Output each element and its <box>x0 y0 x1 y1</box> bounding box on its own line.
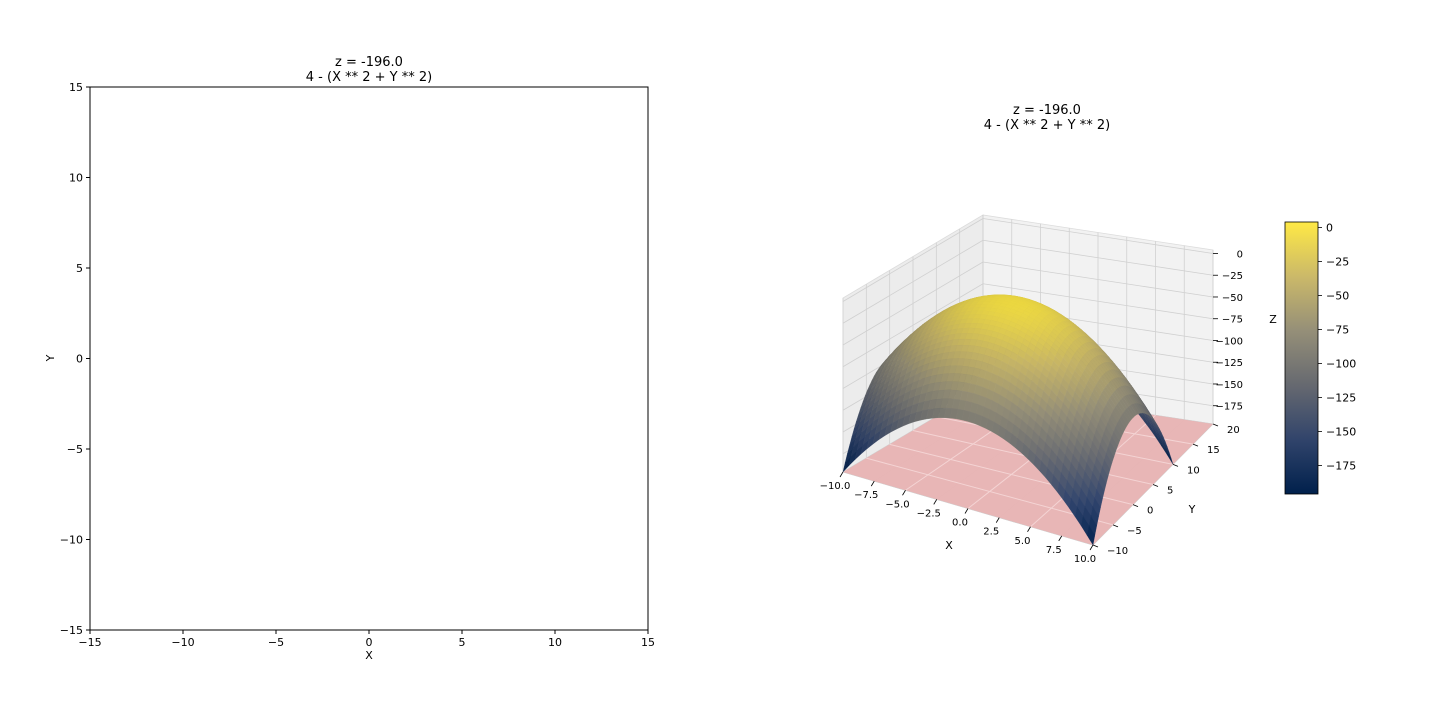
x-tick-label: −5 <box>268 636 284 649</box>
x3d-tick-label: −5.0 <box>885 499 909 510</box>
surface-axes: z = -196.0 4 - (X ** 2 + Y ** 2) −10.0−7… <box>820 103 1278 565</box>
x3d-tick-mark <box>1058 535 1063 542</box>
z3d-tick-label: 0 <box>1237 249 1243 260</box>
right-z-label: Z <box>1269 313 1277 326</box>
y-tick-label: 15 <box>69 81 83 94</box>
colorbar-tick-label: −50 <box>1326 289 1349 302</box>
left-grid-z <box>842 261 984 346</box>
colorbar: 0 −25 −50 −75 −100 −125 −150 −175 <box>1284 221 1356 495</box>
right-subtitle: 4 - (X ** 2 + Y ** 2) <box>984 118 1110 133</box>
x3d-tick-label: −2.5 <box>917 508 941 519</box>
x3d-tick-mark <box>933 499 938 505</box>
x-tick-label: 5 <box>459 636 466 649</box>
z3d-tick-label: −175 <box>1216 402 1243 413</box>
z3d-tick-label: −50 <box>1222 293 1243 304</box>
x3d-tick-label: 0.0 <box>952 518 968 529</box>
colorbar-ticks: 0 −25 −50 −75 −100 −125 −150 −175 <box>1318 221 1356 472</box>
left-grid-z <box>842 239 984 324</box>
x3d-tick-label: 2.5 <box>983 527 999 538</box>
y-tick-label: 5 <box>76 262 83 275</box>
z3d-tick-label: −125 <box>1216 358 1243 369</box>
x-tick-label: 0 <box>366 636 373 649</box>
y3d-tick-label: 5 <box>1167 486 1173 497</box>
left-subtitle: 4 - (X ** 2 + Y ** 2) <box>306 70 432 85</box>
y3d-tick-label: −10 <box>1107 546 1128 557</box>
contour-axes: z = -196.0 4 - (X ** 2 + Y ** 2) −15 −10−… <box>44 55 655 662</box>
z3d-tick-label: −25 <box>1222 271 1243 282</box>
back-grid-z <box>982 239 1214 276</box>
back-grid-z <box>982 218 1214 254</box>
y3d-tick-mark <box>1212 423 1219 427</box>
back-grid-z <box>982 283 1214 320</box>
left-x-ticks: −15 −10 −5 0 5 10 15 <box>78 630 655 649</box>
x-tick-label: 15 <box>641 636 655 649</box>
y3d-tick-mark <box>1092 544 1099 548</box>
left-grid-z <box>842 283 984 368</box>
surface <box>842 294 1174 546</box>
colorbar-tick-label: −75 <box>1326 323 1349 336</box>
x3d-tick-label: 10.0 <box>1074 554 1096 565</box>
x3d-tick-mark <box>902 490 906 496</box>
colorbar-bar <box>1284 221 1319 495</box>
left-y-ticks: −15 −10 −5 0 5 10 15 <box>60 81 90 637</box>
right-y-label: Y <box>1188 503 1196 516</box>
colorbar-tick-label: −125 <box>1326 391 1356 404</box>
y-tick-label: −5 <box>67 443 83 456</box>
y3d-tick-label: 15 <box>1207 445 1220 456</box>
surface-patch <box>1086 524 1096 546</box>
left-x-label: X <box>365 649 373 662</box>
colorbar-tick-label: −100 <box>1326 357 1356 370</box>
z3d-tick-label: −100 <box>1216 336 1243 347</box>
left-y-label: Y <box>44 354 57 362</box>
x3d-tick-mark <box>839 471 844 478</box>
x3d-tick-label: 5.0 <box>1015 536 1031 547</box>
x-tick-label: −15 <box>78 636 101 649</box>
x3d-tick-mark <box>870 480 875 487</box>
x3d-tick-mark <box>1027 526 1031 532</box>
x3d-tick-label: −7.5 <box>854 490 878 501</box>
x3d-tick-label: −10.0 <box>820 481 851 492</box>
z3d-tick-label: −150 <box>1216 380 1243 391</box>
x-tick-label: 10 <box>548 636 562 649</box>
left-grid-z <box>842 218 984 302</box>
back-grid-z <box>982 261 1214 298</box>
colorbar-tick-label: −150 <box>1326 425 1356 438</box>
x3d-tick-mark <box>1089 544 1094 551</box>
x-tick-label: −10 <box>171 636 194 649</box>
y-tick-label: −10 <box>60 534 83 547</box>
y3d-tick-label: 20 <box>1227 425 1240 436</box>
colorbar-tick-label: −25 <box>1326 255 1349 268</box>
y3d-tick-mark <box>1152 484 1159 487</box>
right-x-label: X <box>945 539 953 552</box>
left-plot-area <box>89 86 649 631</box>
y3d-tick-mark <box>1112 524 1119 528</box>
y3d-tick-mark <box>1172 463 1179 467</box>
y3d-tick-label: 0 <box>1147 506 1153 517</box>
x3d-tick-mark <box>964 508 969 514</box>
z-plane-grid <box>866 457 1114 526</box>
y-tick-label: 10 <box>69 172 83 185</box>
y3d-tick-mark <box>1132 504 1139 508</box>
y3d-tick-label: 10 <box>1187 465 1200 476</box>
z3d-tick-label: −75 <box>1222 315 1243 326</box>
right-title: z = -196.0 <box>1013 103 1081 118</box>
y3d-tick-label: −5 <box>1127 526 1142 537</box>
y-tick-label: 0 <box>76 353 83 366</box>
3d-ticks: −10.0−7.5−5.0−2.50.02.55.07.510.0−10−505… <box>820 249 1243 565</box>
x3d-tick-mark <box>995 517 1000 523</box>
x3d-tick-label: 7.5 <box>1046 545 1062 556</box>
colorbar-tick-label: 0 <box>1326 221 1333 234</box>
y-tick-label: −15 <box>60 624 83 637</box>
left-title: z = -196.0 <box>335 55 403 70</box>
y3d-tick-mark <box>1192 443 1199 447</box>
colorbar-tick-label: −175 <box>1326 459 1356 472</box>
